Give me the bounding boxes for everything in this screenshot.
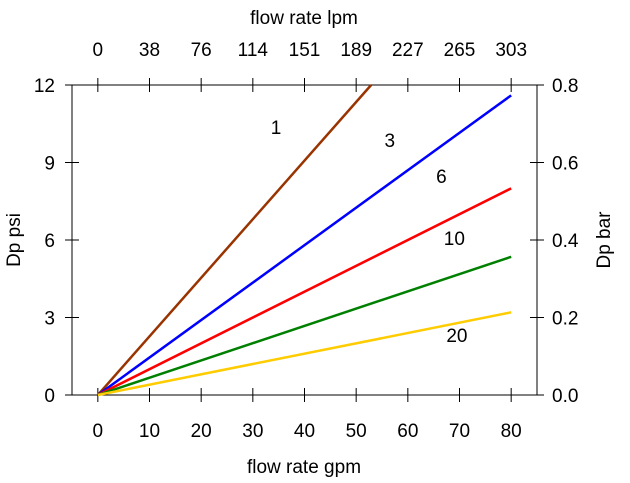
series-line-10 — [97, 255, 512, 397]
y2-tick-label: 0.4 — [552, 231, 579, 252]
y-tick-label: 12 — [34, 76, 55, 97]
top-tick-label: 76 — [191, 40, 212, 61]
series-line-20 — [97, 311, 512, 397]
y-tick-label: 0 — [44, 386, 55, 407]
left-axis-title: Dp psi — [4, 213, 25, 267]
y2-tick-label: 0.0 — [552, 386, 578, 407]
series-line-1 — [96, 84, 373, 396]
y2-tick-label: 0.2 — [552, 309, 578, 330]
top-tick-label: 265 — [444, 40, 476, 61]
y-tick-label: 6 — [44, 231, 55, 252]
series-label-3: 3 — [384, 131, 395, 152]
bottom-axis-title: flow rate gpm — [247, 457, 361, 478]
x-tick-label: 50 — [346, 421, 367, 442]
series-label-1: 1 — [271, 118, 282, 139]
x-tick-label: 40 — [294, 421, 315, 442]
top-tick-label: 227 — [392, 40, 424, 61]
x-tick-label: 20 — [191, 421, 212, 442]
series-line-6 — [97, 187, 512, 397]
x-tick-label: 60 — [397, 421, 418, 442]
axis-ticks — [65, 78, 544, 402]
top-tick-label: 189 — [340, 40, 372, 61]
series-label-6: 6 — [436, 167, 447, 188]
series-lines — [96, 84, 512, 397]
x-tick-label: 10 — [139, 421, 160, 442]
x-tick-label: 0 — [93, 421, 104, 442]
y-tick-label: 3 — [44, 309, 55, 330]
top-tick-label: 303 — [495, 40, 527, 61]
right-axis-title: Dp bar — [594, 211, 615, 269]
x-tick-label: 70 — [449, 421, 470, 442]
series-label-10: 10 — [444, 229, 465, 250]
series-line-3 — [97, 94, 512, 397]
y-tick-label: 9 — [44, 154, 55, 175]
tick-labels: 0 10 20 30 40 50 60 70 800 38 76 114 151 189 227 265 303… — [34, 40, 579, 442]
y2-tick-label: 0.8 — [552, 76, 578, 97]
top-tick-label: 38 — [139, 40, 160, 61]
series-label-20: 20 — [446, 326, 467, 347]
top-tick-label: 151 — [289, 40, 321, 61]
series-labels: 1 3 6 10 20 — [271, 118, 468, 347]
x-tick-label: 30 — [242, 421, 263, 442]
top-tick-label: 0 — [93, 40, 104, 61]
top-tick-label: 114 — [238, 40, 269, 61]
y2-tick-label: 0.6 — [552, 154, 578, 175]
top-axis-title: flow rate lpm — [250, 8, 358, 29]
x-tick-label: 80 — [501, 421, 522, 442]
plot-area-frame — [71, 84, 538, 396]
